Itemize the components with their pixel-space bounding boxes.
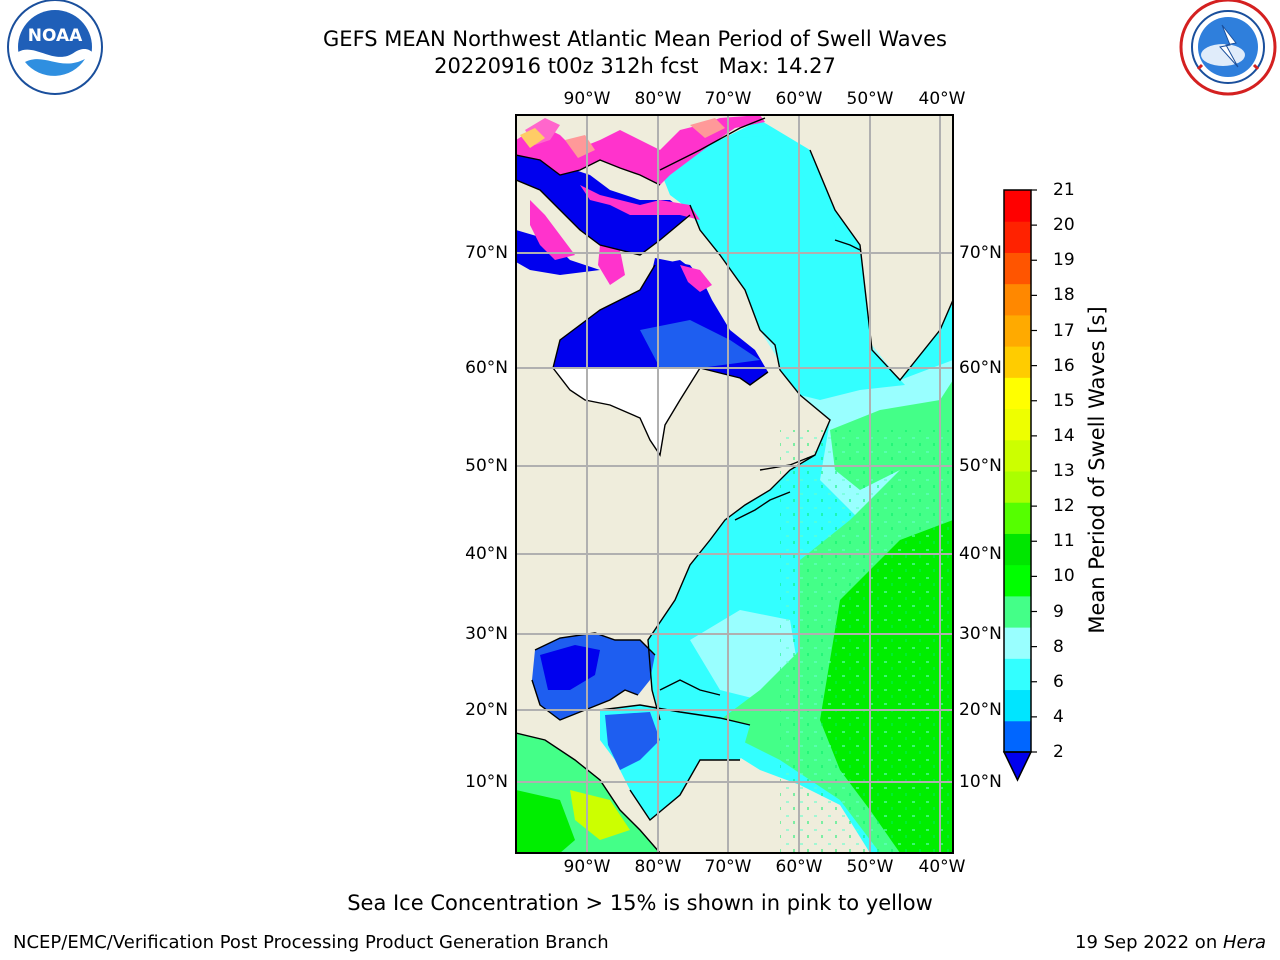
hudson-bay-mid	[640, 320, 760, 368]
chart-subtitle: 20220916 t00z 312h fcst Max: 14.27	[434, 54, 836, 78]
lon-label-top: 40°W	[918, 89, 966, 109]
map-panel	[516, 115, 953, 853]
lon-label-top: 80°W	[634, 89, 682, 109]
lon-label-bottom: 60°W	[775, 857, 823, 877]
lon-label-bottom: 70°W	[704, 857, 752, 877]
ocean-caribbean-blue	[605, 712, 660, 770]
footer-host: Hera	[1222, 932, 1266, 953]
sea-ice-caption: Sea Ice Concentration > 15% is shown in …	[347, 891, 933, 915]
lat-label-left: 50°N	[465, 456, 508, 476]
colorbar-tick-label: 20	[1053, 215, 1075, 236]
colorbar-segment	[1004, 252, 1031, 285]
lat-label-right: 60°N	[959, 358, 1002, 378]
ocean-gulf-core	[540, 645, 600, 690]
footer-credit: NCEP/EMC/Verification Post Processing Pr…	[13, 932, 609, 953]
ocean-pacific-yellow	[570, 790, 630, 840]
lat-label-left: 40°N	[465, 544, 508, 564]
footer-date-text: 19 Sep 2022 on	[1075, 932, 1223, 953]
colorbar-tick-label: 18	[1053, 285, 1075, 306]
lon-label-top: 90°W	[563, 89, 611, 109]
colorbar-segment	[1004, 221, 1031, 253]
lat-label-right: 20°N	[959, 700, 1002, 720]
colorbar-segment	[1004, 283, 1031, 316]
colorbar-segment	[1004, 408, 1031, 441]
lon-label-top: 50°W	[846, 89, 894, 109]
colorbar-segment	[1004, 627, 1031, 659]
colorbar-segment	[1004, 720, 1031, 753]
colorbar-tick-label: 19	[1053, 250, 1075, 271]
nws-logo	[1179, 0, 1277, 96]
colorbar-tick-label: 6	[1053, 671, 1064, 692]
colorbar-tick-label: 16	[1053, 355, 1075, 376]
colorbar-tick-label: 12	[1053, 496, 1075, 517]
lat-label-left: 10°N	[465, 772, 508, 792]
colorbar-extend-min	[1002, 751, 1033, 782]
colorbar-tick-label: 8	[1053, 636, 1064, 657]
colorbar-segment	[1004, 346, 1031, 378]
colorbar-tick-label: 2	[1053, 742, 1064, 762]
footer-date: 19 Sep 2022 on Hera	[1075, 932, 1266, 953]
colorbar-tick-label: 4	[1053, 706, 1064, 727]
graticule	[516, 115, 953, 853]
colorbar-tick-label: 17	[1053, 320, 1075, 341]
colorbar-segment	[1004, 689, 1031, 722]
lon-label-top: 60°W	[775, 89, 823, 109]
lon-label-bottom: 80°W	[634, 857, 682, 877]
colorbar-tick-label: 15	[1053, 390, 1075, 411]
colorbar-tick-label: 9	[1053, 601, 1064, 622]
ocean-pacific-green	[516, 790, 575, 853]
lon-label-bottom: 90°W	[563, 857, 611, 877]
colorbar-segment	[1004, 502, 1031, 534]
lat-label-right: 10°N	[959, 772, 1002, 792]
colorbar-segment	[1004, 377, 1031, 410]
colorbar-segment	[1004, 439, 1031, 472]
colorbar	[1002, 189, 1037, 782]
colorbar-segment	[1004, 533, 1031, 566]
colorbar-segment	[1004, 314, 1031, 347]
noaa-logo-text: NOAA	[28, 26, 83, 46]
colorbar-tick-label: 21	[1053, 180, 1075, 200]
lat-label-right: 70°N	[959, 243, 1002, 263]
chart-title: GEFS MEAN Northwest Atlantic Mean Period…	[323, 27, 947, 51]
sea-ice	[516, 115, 765, 292]
lon-label-top: 70°W	[704, 89, 752, 109]
lat-label-left: 60°N	[465, 358, 508, 378]
map-frame	[515, 114, 954, 854]
lat-label-left: 70°N	[465, 243, 508, 263]
lon-label-bottom: 40°W	[918, 857, 966, 877]
colorbar-tick-label: 14	[1053, 425, 1075, 446]
colorbar-segment	[1004, 595, 1031, 628]
colorbar-tick-label: 11	[1053, 531, 1075, 552]
lat-label-right: 30°N	[959, 624, 1002, 644]
lon-label-bottom: 50°W	[846, 857, 894, 877]
colorbar-label: Mean Period of Swell Waves [s]	[1085, 306, 1109, 634]
noaa-logo: NOAA	[7, 0, 103, 95]
lat-label-right: 50°N	[959, 456, 1002, 476]
lat-label-left: 30°N	[465, 624, 508, 644]
coastlines	[516, 117, 953, 853]
colorbar-segment	[1004, 658, 1031, 691]
colorbar-tick-label: 13	[1053, 461, 1075, 481]
colorbar-segment	[1004, 564, 1031, 597]
colorbar-tick-label: 10	[1053, 566, 1075, 587]
colorbar-segment	[1004, 190, 1031, 222]
lat-label-right: 40°N	[959, 544, 1002, 564]
colorbar-segment	[1004, 471, 1031, 503]
lat-label-left: 20°N	[465, 700, 508, 720]
